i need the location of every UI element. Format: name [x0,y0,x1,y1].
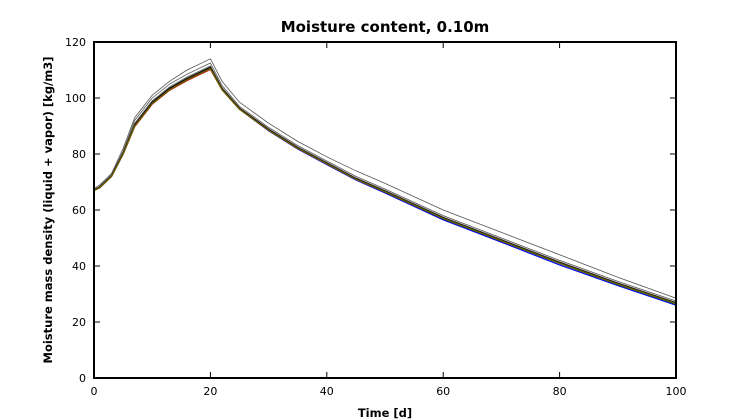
x-tick-label: 40 [320,385,334,398]
y-tick-label: 0 [79,372,86,385]
y-tick-label: 40 [72,260,86,273]
x-tick-label: 20 [203,385,217,398]
series-line-black [93,66,677,304]
plot-frame [93,41,677,379]
series-line-gray-2 [93,62,677,302]
x-tick-label: 60 [436,385,450,398]
series-line-green [93,67,677,305]
x-axis-label: Time [d] [358,406,412,420]
series-lines [93,58,677,306]
x-axis: 0 20 40 60 80 100 [91,42,687,398]
series-line-gray-3 [93,65,677,303]
y-tick-label: 20 [72,316,86,329]
series-line-olive [93,67,677,305]
x-tick-label: 100 [666,385,687,398]
y-tick-label: 120 [65,36,86,49]
y-axis-label: Moisture mass density (liquid + vapor) [… [41,56,55,363]
x-tick-label: 0 [91,385,98,398]
y-tick-label: 80 [72,148,86,161]
series-line-gray-1 [93,58,677,299]
y-tick-label: 100 [65,92,86,105]
chart-title: Moisture content, 0.10m [281,18,490,36]
y-tick-label: 60 [72,204,86,217]
series-line-blue [93,67,677,306]
series-line-red [93,68,677,305]
y-axis: 0 20 40 60 80 100 120 [65,36,676,385]
x-tick-label: 80 [553,385,567,398]
